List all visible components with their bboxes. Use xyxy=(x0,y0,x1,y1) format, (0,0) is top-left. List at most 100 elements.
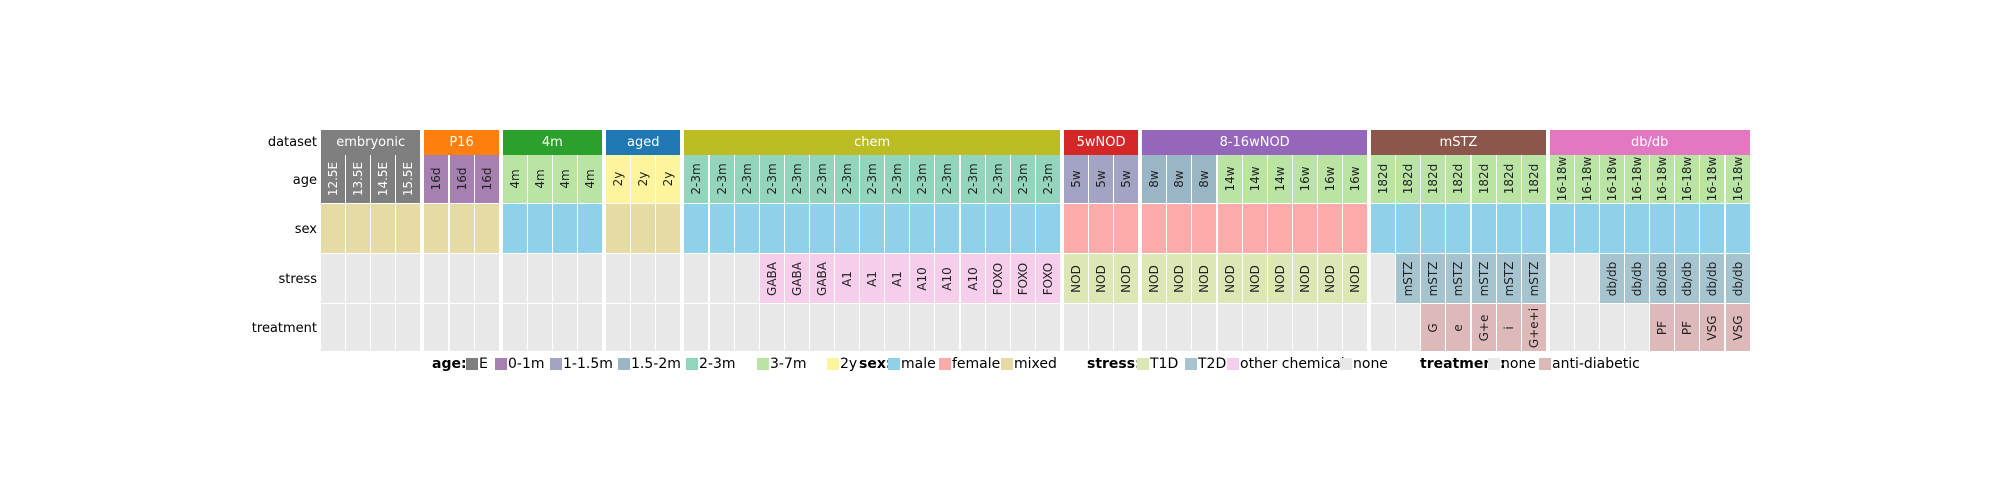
age-label: 2-3m xyxy=(890,163,905,195)
stress-cell xyxy=(1549,254,1574,303)
age-cell: 16-18w xyxy=(1549,155,1574,203)
stress-cell: db/db xyxy=(1700,254,1725,303)
stress-cell xyxy=(606,254,631,303)
age-label: 2-3m xyxy=(814,163,829,195)
age-label: 5w xyxy=(1119,170,1134,188)
age-cell: 2-3m xyxy=(910,155,935,203)
treatment-label: e xyxy=(1451,323,1466,332)
treatment-cell xyxy=(1343,304,1368,351)
stress-cell: db/db xyxy=(1625,254,1650,303)
stress-cell xyxy=(502,254,527,303)
age-cell: 4m xyxy=(552,155,577,203)
row-label-dataset: dataset xyxy=(267,135,317,150)
age-cell: 4m xyxy=(578,155,603,203)
stress-cell: NOD xyxy=(1242,254,1267,303)
age-label: 2-3m xyxy=(764,163,779,195)
age-label: 4m xyxy=(583,169,598,189)
age-label: 2-3m xyxy=(714,163,729,195)
age-label: 5w xyxy=(1068,170,1083,188)
legend-label: anti-diabetic xyxy=(1552,356,1640,372)
age-cell: 14w xyxy=(1217,155,1242,203)
sex-cell xyxy=(1217,204,1242,253)
stress-label: A10 xyxy=(915,266,930,291)
age-cell: 2-3m xyxy=(734,155,759,203)
sex-cell xyxy=(1010,204,1035,253)
age-cell: 16d xyxy=(424,155,449,203)
treatment-cell: i xyxy=(1496,304,1521,351)
stress-label: NOD xyxy=(1322,264,1337,293)
stress-label: NOD xyxy=(1247,264,1262,293)
sex-cell xyxy=(734,204,759,253)
stress-cell xyxy=(321,254,346,303)
age-label: 12.5E xyxy=(326,161,341,197)
age-label: 2-3m xyxy=(915,163,930,195)
sex-cell xyxy=(578,204,603,253)
age-label: 16d xyxy=(479,167,494,191)
age-cell: 2-3m xyxy=(809,155,834,203)
sex-cell xyxy=(371,204,396,253)
treatment-cell xyxy=(449,304,474,351)
legend-label: E xyxy=(479,356,488,372)
age-label: 2-3m xyxy=(965,163,980,195)
age-label: 15.5E xyxy=(401,161,416,197)
sex-cell xyxy=(684,204,709,253)
age-label: 4m xyxy=(557,169,572,189)
stress-cell xyxy=(396,254,421,303)
stress-cell: mSTZ xyxy=(1521,254,1546,303)
stress-label: NOD xyxy=(1172,264,1187,293)
dataset-header-p16: P16 xyxy=(424,130,499,155)
stress-cell: mSTZ xyxy=(1496,254,1521,303)
stress-cell xyxy=(424,254,449,303)
stress-cell: A10 xyxy=(960,254,985,303)
age-cell: 2-3m xyxy=(1035,155,1060,203)
age-label: 16w xyxy=(1322,166,1337,192)
age-cell: 2y xyxy=(656,155,681,203)
stress-label: FOXO xyxy=(990,262,1005,295)
row-label-age: age xyxy=(292,173,317,188)
age-cell: 2-3m xyxy=(860,155,885,203)
stress-cell xyxy=(734,254,759,303)
age-label: 16w xyxy=(1348,166,1363,192)
age-cell: 8w xyxy=(1192,155,1217,203)
dataset-header-8-16wnod: 8-16wNOD xyxy=(1142,130,1368,155)
treatment-label: G xyxy=(1426,322,1441,333)
stress-cell xyxy=(474,254,499,303)
sex-cell xyxy=(502,204,527,253)
treatment-cell xyxy=(1035,304,1060,351)
legend-label: T1D xyxy=(1150,356,1179,372)
legend-swatch xyxy=(1001,358,1013,370)
stress-cell: FOXO xyxy=(985,254,1010,303)
stress-label: GABA xyxy=(814,261,829,296)
stress-cell: A1 xyxy=(860,254,885,303)
age-label: 16-18w xyxy=(1605,156,1620,202)
sex-cell xyxy=(1446,204,1471,253)
sex-cell xyxy=(910,204,935,253)
stress-label: mSTZ xyxy=(1526,261,1541,296)
stress-cell xyxy=(709,254,734,303)
treatment-cell xyxy=(424,304,449,351)
sex-cell xyxy=(1700,204,1725,253)
age-cell: 182d xyxy=(1521,155,1546,203)
legend-swatch xyxy=(618,358,630,370)
age-label: 14w xyxy=(1247,166,1262,192)
age-cell: 182d xyxy=(1496,155,1521,203)
treatment-cell xyxy=(985,304,1010,351)
age-cell: 2-3m xyxy=(759,155,784,203)
sex-cell xyxy=(960,204,985,253)
row-label-sex: sex xyxy=(294,222,317,237)
age-label: 2-3m xyxy=(789,163,804,195)
age-label: 16-18w xyxy=(1655,156,1670,202)
treatment-cell: VSG xyxy=(1700,304,1725,351)
age-label: 16-18w xyxy=(1730,156,1745,202)
stress-cell: A1 xyxy=(835,254,860,303)
stress-cell: FOXO xyxy=(1010,254,1035,303)
stress-cell: mSTZ xyxy=(1421,254,1446,303)
sex-cell xyxy=(346,204,371,253)
stress-cell: NOD xyxy=(1267,254,1292,303)
age-label: 16-18w xyxy=(1630,156,1645,202)
treatment-cell xyxy=(935,304,960,351)
age-label: 14w xyxy=(1222,166,1237,192)
sex-cell xyxy=(985,204,1010,253)
legend-label: 1.5-2m xyxy=(631,356,681,372)
legend-label: female xyxy=(952,356,1001,372)
